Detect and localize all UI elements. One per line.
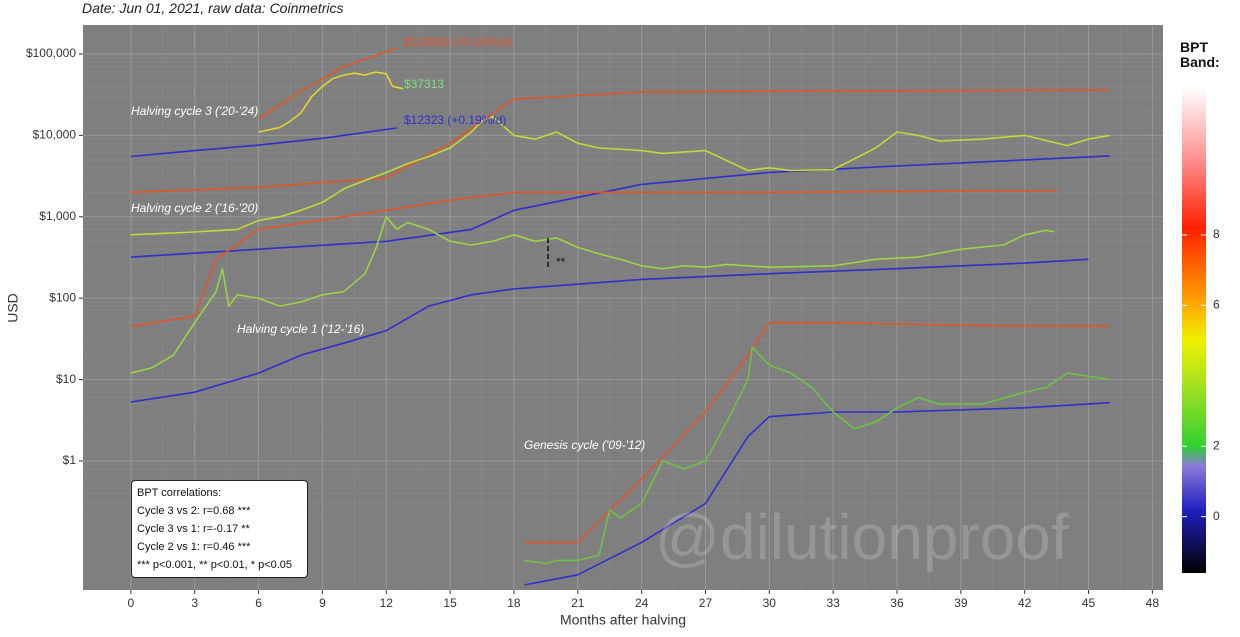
annotation: $12323 (+0.19%/d) — [404, 113, 506, 127]
correlation-line: Cycle 3 vs 2: r=0.68 *** — [137, 505, 251, 517]
x-axis-label: Months after halving — [560, 612, 686, 628]
colorbar-tick-label: 2 — [1213, 438, 1220, 452]
line — [130, 127, 398, 158]
y-tick-label: $1,000 — [39, 209, 76, 223]
y-tick-label: $1 — [63, 453, 77, 467]
x-tick-label: 9 — [319, 596, 326, 610]
x-tick-label: 0 — [128, 596, 135, 610]
x-tick-label: 36 — [890, 596, 904, 610]
colorbar-tick-label: 6 — [1213, 298, 1220, 312]
line — [130, 258, 1089, 403]
line — [130, 155, 1110, 258]
colorbar-tick-label: 8 — [1213, 227, 1220, 241]
correlation-line: Cycle 2 vs 1: r=0.46 *** — [137, 541, 251, 553]
x-tick-label: 3 — [191, 596, 198, 610]
x-tick-label: 33 — [826, 596, 840, 610]
x-tick-label: 27 — [699, 596, 713, 610]
colorbar-title: BPT Band: — [1180, 39, 1220, 70]
annotation: Halving cycle 2 ('16-'20) — [131, 201, 258, 215]
x-tick-label: 6 — [255, 596, 262, 610]
x-tick-label: 12 — [380, 596, 394, 610]
annotation: Halving cycle 1 ('12-'16) — [237, 322, 364, 336]
y-tick-label: $100 — [49, 290, 76, 304]
line — [524, 321, 1110, 544]
line — [258, 71, 404, 133]
y-tick-label: $100,000 — [26, 46, 76, 60]
correlation-line: Cycle 3 vs 1: r=-0.17 ** — [137, 523, 250, 535]
x-tick-label: 39 — [954, 596, 968, 610]
x-tick-label: 48 — [1146, 596, 1160, 610]
annotation: Halving cycle 3 ('20-'24) — [131, 104, 258, 118]
line — [130, 189, 1057, 328]
annotation: $37313 — [404, 77, 444, 91]
colorbar — [1182, 87, 1206, 573]
subtitle: Date: Jun 01, 2021, raw data: Coinmetric… — [82, 0, 344, 16]
annotation: Genesis cycle ('09-'12) — [524, 438, 645, 452]
correlation-title: BPT correlations: — [137, 487, 222, 499]
x-tick-label: 18 — [507, 596, 521, 610]
y-axis-label: USD — [5, 293, 21, 323]
annotation: $118582 (+0.16%/d) — [404, 35, 512, 49]
y-tick-label: $10 — [56, 372, 76, 386]
colorbar-tick-label: 0 — [1213, 509, 1220, 523]
correlation-box: BPT correlations: Cycle 3 vs 2: r=0.68 *… — [131, 480, 308, 578]
correlation-line: *** p<0.001, ** p<0.01, * p<0.05 — [137, 559, 293, 571]
x-tick-label: 45 — [1082, 596, 1096, 610]
x-tick-label: 21 — [571, 596, 585, 610]
line — [258, 47, 398, 120]
line — [524, 401, 1110, 586]
line — [524, 346, 1110, 565]
y-tick-label: $10,000 — [33, 128, 77, 142]
annotation: ** — [556, 255, 566, 269]
watermark: @dilutionproof — [655, 501, 1069, 573]
line — [130, 216, 1055, 374]
x-tick-label: 15 — [443, 596, 457, 610]
x-tick-label: 30 — [763, 596, 777, 610]
x-tick-label: 42 — [1018, 596, 1032, 610]
x-tick-label: 24 — [635, 596, 649, 610]
line — [130, 115, 1110, 236]
